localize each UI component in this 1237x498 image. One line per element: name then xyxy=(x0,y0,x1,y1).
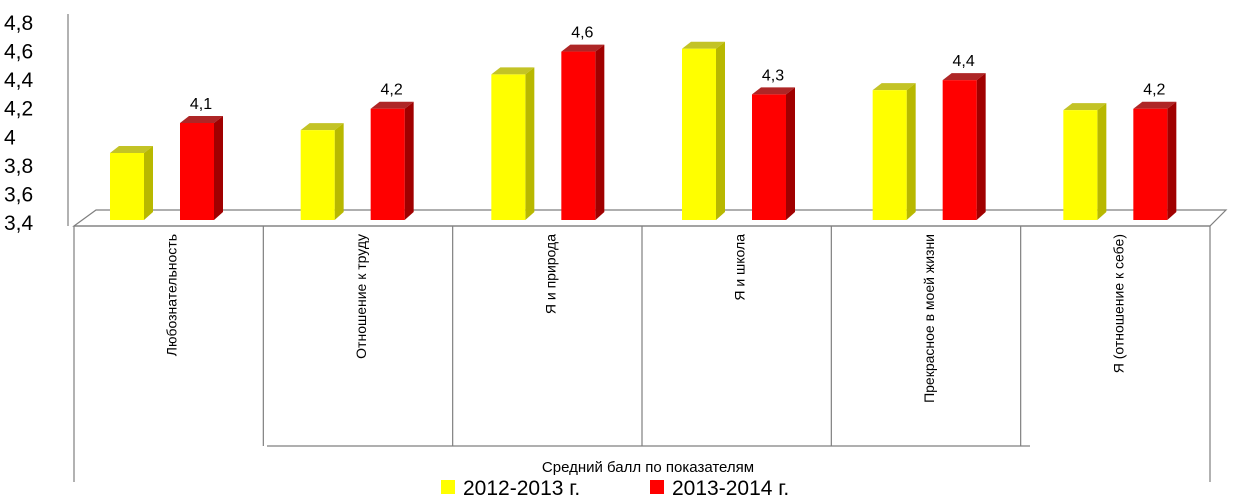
data-label: 4,2 xyxy=(1143,82,1165,99)
data-label: 4,3 xyxy=(762,67,784,84)
legend-title: Средний балл по показателям xyxy=(542,459,754,476)
bar-side xyxy=(595,44,605,221)
bar-side xyxy=(525,67,535,220)
bar-side xyxy=(976,73,986,221)
bar-top xyxy=(872,83,916,91)
bar xyxy=(942,73,986,221)
bar-top xyxy=(682,41,725,49)
bar-side xyxy=(786,87,795,220)
bar xyxy=(491,67,535,220)
bar-top xyxy=(370,101,414,109)
data-label: 4,4 xyxy=(953,53,975,70)
bar xyxy=(180,116,223,220)
category-labels: Любознательность Отношение к труду Я и при… xyxy=(164,234,1127,403)
bar-front xyxy=(180,123,214,220)
bar xyxy=(561,44,605,221)
category-label: Прекрасное в моей жизни xyxy=(921,234,937,403)
bar-side xyxy=(1167,101,1177,220)
bar-top xyxy=(491,67,535,75)
y-tick-label: 4,4 xyxy=(4,69,34,92)
bar-top xyxy=(1133,101,1177,109)
legend-label-2013-2014: 2013-2014 г. xyxy=(672,477,789,498)
bar-top xyxy=(110,146,153,153)
bar-side xyxy=(716,41,725,220)
bar xyxy=(110,146,153,220)
bar-front xyxy=(682,48,716,220)
bar-top xyxy=(752,87,795,95)
data-label: 4,6 xyxy=(571,25,593,42)
bar-side xyxy=(144,146,153,220)
y-tick-label: 3,8 xyxy=(4,155,33,178)
y-axis-ticks: 3,4 3,6 3,8 4 4,2 4,4 4,6 4,8 xyxy=(4,12,34,235)
bar xyxy=(682,41,725,220)
data-label: 4,1 xyxy=(190,96,212,113)
bar-front xyxy=(1063,110,1098,220)
bar-side xyxy=(1097,103,1107,220)
bar xyxy=(370,101,414,220)
legend-label-2012-2013: 2012-2013 г. xyxy=(463,477,580,498)
bar xyxy=(300,123,344,220)
category-label: Любознательность xyxy=(164,234,180,356)
category-label: Я (отношение к себе) xyxy=(1110,234,1126,373)
legend-swatch-2012-2013 xyxy=(441,480,455,494)
bar-front xyxy=(491,74,526,220)
bar-side xyxy=(906,83,916,221)
bar-front xyxy=(752,94,786,220)
data-labels: 4,1 4,2 4,6 4,3 4,4 4,2 xyxy=(190,25,1166,113)
legend: Средний балл по показателям 2012-2013 г.… xyxy=(441,459,789,498)
bar-top xyxy=(180,116,223,123)
bar-top xyxy=(942,73,986,81)
bar-front xyxy=(561,51,596,221)
bar xyxy=(872,83,916,221)
category-label: Я и природа xyxy=(542,234,558,314)
category-label: Отношение к труду xyxy=(353,234,369,359)
bar xyxy=(1133,101,1177,220)
bar-front xyxy=(872,90,907,221)
y-tick-label: 3,6 xyxy=(4,183,33,206)
bar-top xyxy=(561,44,605,52)
bar-side xyxy=(214,116,223,220)
chart-bars xyxy=(110,41,1177,221)
bar-front xyxy=(942,80,977,221)
y-tick-label: 4,2 xyxy=(4,98,33,121)
bar-side xyxy=(404,101,414,220)
category-label: Я и школа xyxy=(732,234,748,301)
y-tick-label: 3,4 xyxy=(4,212,34,235)
bar-front xyxy=(370,108,405,220)
bar-top xyxy=(300,123,344,131)
legend-swatch-2013-2014 xyxy=(650,480,664,494)
bar-top xyxy=(1063,103,1107,111)
chart-floor xyxy=(72,209,1228,227)
bar xyxy=(752,87,795,220)
y-tick-label: 4,8 xyxy=(4,12,33,35)
bar-side xyxy=(334,123,344,220)
bar xyxy=(1063,103,1107,220)
data-label: 4,2 xyxy=(381,82,403,99)
bar-front xyxy=(110,153,144,220)
bar-front xyxy=(1133,108,1168,220)
y-tick-label: 4 xyxy=(4,126,16,149)
bar-front xyxy=(300,130,335,220)
y-tick-label: 4,6 xyxy=(4,41,33,64)
chart-axes xyxy=(67,14,1228,482)
